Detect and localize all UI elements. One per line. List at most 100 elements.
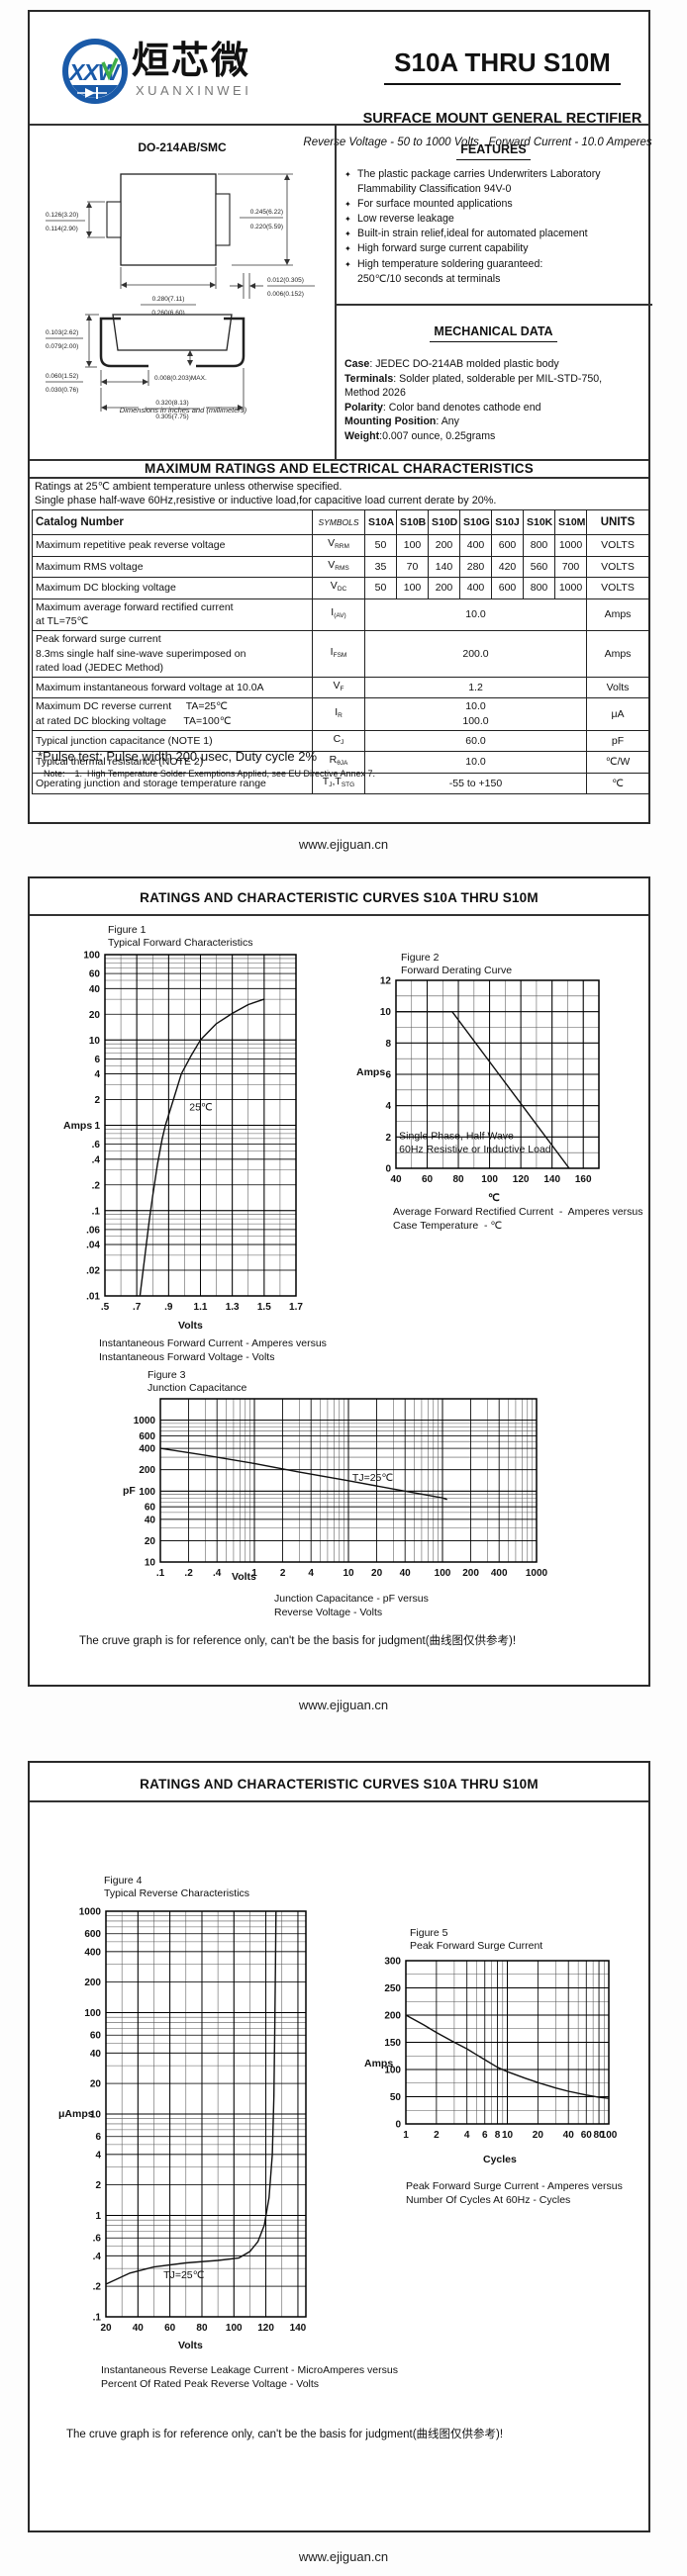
row-value-span: -55 to +150 — [364, 772, 587, 795]
row-value-span: 60.0 — [364, 729, 587, 753]
svg-text:300: 300 — [384, 1957, 401, 1968]
feature-item: ✦ For surface mounted applications — [344, 197, 641, 212]
fig3-x-axis-label: Volts — [232, 1571, 256, 1583]
website-footer-3: www.ejiguan.cn — [298, 2549, 389, 2564]
feature-bullet-icon: ✦ — [344, 259, 351, 269]
svg-text:40: 40 — [89, 984, 101, 995]
svg-text:.2: .2 — [93, 2282, 102, 2293]
ratings-row: Operating junction and storage temperatu… — [32, 772, 649, 795]
row-symbol: CJ — [312, 729, 365, 753]
row-unit: VOLTS — [586, 577, 649, 599]
mechanical-data-title: MECHANICAL DATA — [335, 324, 652, 342]
fig5-x-axis-label: Cycles — [483, 2154, 517, 2165]
symbol-subscript: R — [338, 711, 343, 719]
svg-text:150: 150 — [384, 2038, 401, 2049]
dim-terminal-length-top: 0.060(1.52) — [46, 373, 78, 380]
package-left-tab — [106, 201, 122, 238]
svg-text:40: 40 — [400, 1568, 412, 1579]
svg-text:200: 200 — [384, 2011, 401, 2022]
fig2-annotation: 60Hz Resistive or Inductive Load — [399, 1144, 551, 1155]
svg-text:60: 60 — [145, 1503, 156, 1514]
header-divider — [30, 124, 648, 126]
svg-text:40: 40 — [390, 1174, 402, 1185]
svg-text:40: 40 — [133, 2323, 145, 2334]
mechanical-text: : Solder plated, solderable per MIL-STD-… — [393, 372, 603, 385]
fig1-annotation: 25℃ — [189, 1101, 213, 1113]
row-unit: ℃/W — [586, 751, 649, 774]
svg-text:6: 6 — [482, 2130, 488, 2141]
row-unit: VOLTS — [586, 555, 649, 579]
mechanical-line: Mounting Position: Any — [344, 414, 641, 429]
curves-title-divider-2 — [30, 1800, 648, 1802]
row-parameter: Maximum average forward rectified curren… — [32, 598, 313, 631]
row-parameter: Maximum DC reverse current TA=25℃ at rate… — [32, 697, 313, 731]
svg-text:2: 2 — [95, 2180, 101, 2191]
dim-tab-width-bottom: 0.114(2.90) — [46, 226, 78, 232]
brand-name-cn: 烜芯微 — [132, 41, 251, 82]
svg-text:20: 20 — [533, 2130, 544, 2141]
svg-text:.04: .04 — [86, 1241, 100, 1251]
row-value: 700 — [554, 555, 587, 579]
feature-text: The plastic package carries Underwriters… — [357, 168, 601, 180]
mechanical-text: : JEDEC DO-214AB molded plastic body — [369, 358, 559, 370]
svg-text:80: 80 — [453, 1174, 465, 1185]
svg-text:4: 4 — [464, 2130, 470, 2141]
row-value: 420 — [491, 555, 524, 579]
svg-text:1000: 1000 — [526, 1568, 548, 1579]
fig4-caption: Instantaneous Reverse Leakage Current - … — [101, 2364, 398, 2390]
row-symbol: IR — [312, 697, 365, 731]
svg-text:.1: .1 — [156, 1568, 165, 1579]
row-value-span: 10.0 100.0 — [364, 697, 587, 731]
dim-lead-thickness-bottom: 0.006(0.152) — [267, 291, 304, 298]
col-symbols: SYMBOLS — [312, 509, 365, 535]
fig4-annotation: TJ=25℃ — [163, 2269, 204, 2281]
svg-text:60: 60 — [581, 2130, 593, 2141]
row-value: 600 — [491, 577, 524, 599]
row-value: 200 — [428, 577, 460, 599]
ratings-table: Catalog Number SYMBOLS S10A S10B S10D S10G S10… — [32, 509, 649, 795]
fig3-y-axis-label: pF — [123, 1485, 136, 1497]
row-unit: ℃ — [586, 772, 649, 795]
svg-text:2: 2 — [434, 2130, 440, 2141]
svg-text:1.7: 1.7 — [289, 1302, 303, 1313]
logo-chord — [72, 85, 118, 98]
svg-text:200: 200 — [462, 1568, 479, 1579]
symbol-main: V — [333, 679, 341, 691]
symbol-subscript: J — [329, 781, 333, 788]
row-symbol: I(AV) — [312, 598, 365, 631]
col-type-S10A: S10A — [364, 509, 397, 535]
fig5-y-axis-label: Amps — [364, 2058, 394, 2070]
brand-logo: XXW — [62, 39, 128, 104]
symbol-main: ,T — [332, 775, 342, 787]
mechanical-line: Case: JEDEC DO-214AB molded plastic body — [344, 357, 641, 372]
dim-body-width-bottom: 0.260(6.60) — [151, 310, 184, 317]
svg-text:4: 4 — [308, 1568, 314, 1579]
fig4-curve — [105, 1910, 277, 2285]
svg-text:10: 10 — [89, 1036, 101, 1047]
svg-text:2: 2 — [385, 1133, 391, 1144]
fig1-caption: Instantaneous Forward Current - Amperes … — [99, 1337, 327, 1363]
svg-text:.2: .2 — [92, 1180, 101, 1191]
row-parameter: Maximum RMS voltage — [32, 555, 313, 579]
fig3-caption: Junction Capacitance - pF versus Reverse… — [274, 1593, 429, 1618]
svg-text:4: 4 — [94, 1069, 100, 1080]
fig1-title: Figure 1 Typical Forward Characteristics — [108, 924, 253, 949]
svg-text:.7: .7 — [133, 1302, 142, 1313]
svg-text:.01: .01 — [86, 1292, 100, 1303]
svg-text:80: 80 — [196, 2323, 208, 2334]
fig2-caption: Average Forward Rectified Current - Ampe… — [393, 1206, 643, 1232]
svg-text:1.1: 1.1 — [194, 1302, 208, 1313]
symbol-subscript: STG — [341, 781, 355, 788]
row-value: 70 — [396, 555, 429, 579]
svg-text:1.3: 1.3 — [226, 1302, 240, 1313]
svg-text:.4: .4 — [93, 2252, 102, 2262]
dim-overall-width-top: 0.320(8.13) — [155, 400, 188, 407]
row-parameter: Peak forward surge current 8.3ms single h… — [32, 629, 313, 678]
row-symbol: VDC — [312, 577, 365, 599]
feature-text: High forward surge current capability — [357, 242, 529, 255]
feature-item: ✦ High forward surge current capability — [344, 241, 641, 256]
svg-text:400: 400 — [139, 1444, 155, 1455]
mechanical-label: Case — [344, 358, 370, 370]
svg-text:.1: .1 — [92, 1206, 101, 1217]
